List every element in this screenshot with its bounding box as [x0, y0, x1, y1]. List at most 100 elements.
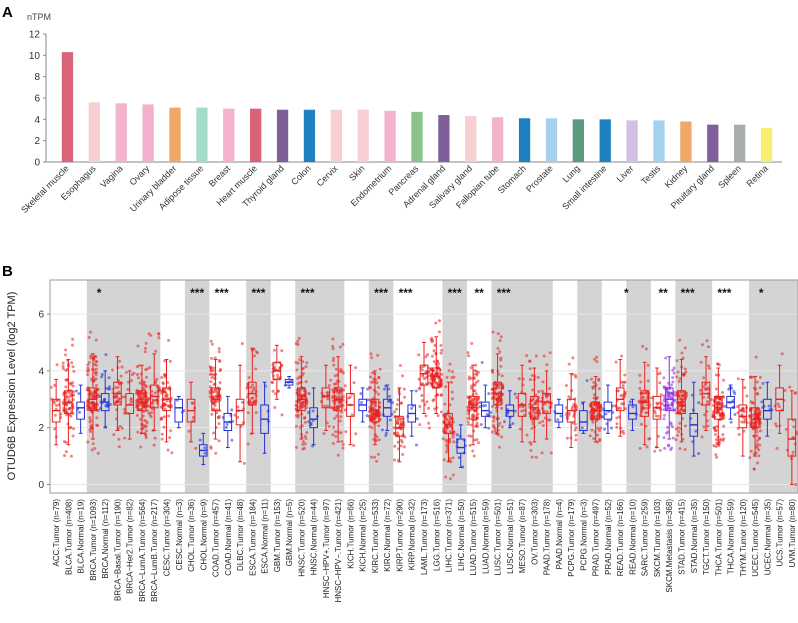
sample-point — [571, 356, 575, 360]
sample-point — [681, 437, 685, 441]
sample-point — [418, 423, 422, 427]
sample-point — [498, 350, 502, 354]
sample-point — [758, 375, 762, 379]
sample-point — [399, 438, 403, 442]
sample-point — [252, 354, 256, 358]
sample-point — [666, 425, 670, 429]
panel-b-x-label: HNSC.Tumor (n=520) — [297, 499, 306, 577]
sample-point — [93, 446, 97, 450]
sample-point — [472, 454, 476, 458]
sample-point — [403, 395, 407, 399]
sample-point — [755, 420, 759, 424]
sample-point — [703, 413, 707, 417]
sample-point — [492, 419, 496, 423]
significance-marker: *** — [717, 286, 731, 300]
sample-point — [537, 389, 541, 393]
sample-point — [592, 357, 596, 361]
sample-point — [167, 338, 171, 342]
sample-point — [218, 381, 222, 385]
sample-point — [54, 403, 58, 407]
panel-b-x-label: CESC.Normal (n=3) — [175, 499, 184, 571]
sample-point — [595, 360, 599, 364]
sample-point — [145, 375, 149, 379]
sample-point — [307, 411, 311, 415]
sample-point — [209, 339, 213, 343]
panel-b-x-label: BRCA.Tumor (n=1093) — [89, 499, 98, 581]
sample-point — [663, 413, 667, 417]
sample-point — [427, 381, 431, 385]
sample-point — [297, 336, 301, 340]
sample-point — [69, 394, 73, 398]
sample-point — [574, 433, 578, 437]
sample-point — [751, 414, 755, 418]
sample-point — [340, 440, 344, 444]
sample-point — [339, 431, 343, 435]
sample-point — [499, 364, 503, 368]
sample-point — [518, 427, 522, 431]
sample-point — [85, 407, 89, 411]
sample-point — [542, 409, 546, 413]
sample-point — [240, 342, 244, 346]
sample-point — [304, 365, 308, 369]
sample-point — [470, 399, 474, 403]
sample-point — [341, 398, 345, 402]
panel-b-x-label: BRCA−LumA.Tumor (n=564) — [138, 499, 147, 602]
sample-point — [592, 381, 596, 385]
sample-point — [254, 367, 258, 371]
sample-point — [114, 386, 118, 390]
panel-b-x-label: ESCA.Tumor (n=184) — [248, 499, 257, 576]
sample-point — [417, 353, 421, 357]
sample-point — [93, 363, 97, 367]
box-58 — [763, 398, 772, 420]
sample-point — [123, 411, 127, 415]
sample-point — [214, 399, 218, 403]
sample-point — [209, 366, 213, 370]
sample-point — [303, 434, 307, 438]
sample-point — [678, 421, 682, 425]
sample-point — [476, 441, 480, 445]
sample-point — [167, 414, 171, 418]
sample-point — [359, 392, 363, 396]
sample-point — [350, 413, 354, 417]
sample-point — [729, 420, 733, 424]
sample-point — [271, 381, 275, 385]
sample-point — [148, 413, 152, 417]
box-10 — [174, 398, 184, 423]
panel-a-x-label: Skeletal muscle — [19, 163, 71, 215]
sample-point — [719, 413, 723, 417]
sample-point — [346, 396, 350, 400]
sample-point — [631, 405, 635, 409]
sample-point — [437, 319, 441, 323]
sample-point — [442, 458, 446, 462]
sample-point — [620, 380, 624, 384]
sample-point — [697, 451, 701, 455]
panel-a-x-label: Ovary — [127, 163, 151, 187]
sample-point — [326, 391, 330, 395]
sample-point — [203, 446, 207, 450]
sample-point — [115, 399, 119, 403]
sample-point — [491, 330, 495, 334]
sample-point — [297, 394, 301, 398]
sample-point — [702, 395, 706, 399]
bar-stomach — [518, 118, 531, 162]
sample-point — [574, 438, 578, 442]
panel-b-x-label: PAAD.Normal (n=4) — [555, 499, 564, 570]
significance-marker: *** — [399, 286, 413, 300]
sample-point — [96, 408, 100, 412]
panel-b-x-label: LAML.Tumor (n=173) — [420, 499, 429, 575]
sample-point — [370, 455, 374, 459]
sample-point — [341, 446, 345, 450]
sample-point — [580, 426, 584, 430]
panel-b-x-label: SKCM.Metastasis (n=368) — [665, 499, 674, 593]
sample-point — [418, 404, 422, 408]
sample-point — [499, 356, 503, 360]
sample-point — [337, 390, 341, 394]
sample-point — [439, 393, 443, 397]
sample-point — [665, 391, 669, 395]
sample-point — [470, 407, 474, 411]
box-21 — [309, 407, 318, 429]
sample-point — [271, 389, 275, 393]
sample-point — [450, 390, 454, 394]
sample-point — [342, 388, 346, 392]
sample-point — [96, 451, 100, 455]
